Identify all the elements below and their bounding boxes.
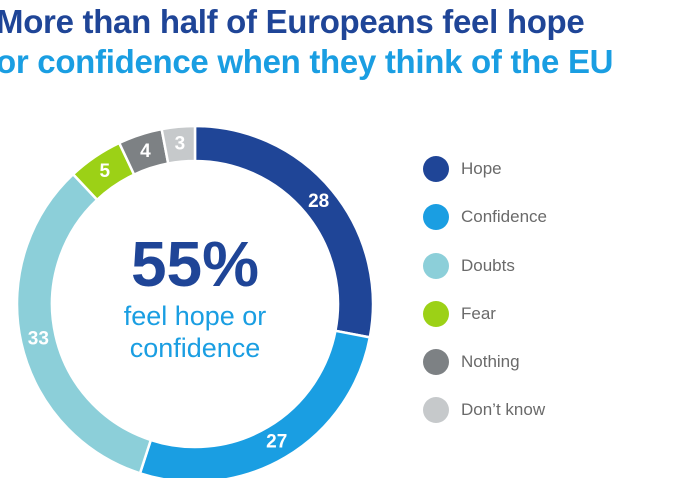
center-subtext-line-2: confidence — [129, 333, 261, 363]
legend-item-hope: Hope — [423, 156, 547, 204]
center-percentage: 55% — [130, 228, 260, 300]
center-subtext-line-1: feel hope or — [123, 301, 267, 331]
legend-swatch-doubts — [423, 252, 449, 279]
legend-item-confidence: Confidence — [423, 204, 547, 252]
legend-item-don-t-know: Don’t know — [423, 397, 547, 445]
legend-label-fear: Fear — [461, 303, 496, 323]
donut-slice-don-t-know — [160, 124, 197, 165]
legend-label-confidence: Confidence — [461, 207, 548, 227]
data-label-confidence: 27 — [266, 432, 287, 453]
data-label-fear: 5 — [99, 161, 110, 182]
legend-label-nothing: Nothing — [461, 352, 520, 372]
chart-title-line-1: More than half of Europeans feel hope — [0, 3, 585, 40]
legend-swatch-nothing — [423, 349, 449, 376]
data-label-don-t-know: 3 — [175, 134, 186, 155]
legend-label-hope: Hope — [461, 159, 502, 178]
chart-legend: Hope Confidence Doubts Fear Nothing Don’t kno… — [423, 156, 547, 446]
legend-item-fear: Fear — [423, 300, 547, 349]
legend-label-doubts: Doubts — [461, 255, 515, 275]
data-label-doubts: 33 — [28, 329, 49, 350]
legend-item-doubts: Doubts — [423, 252, 547, 301]
legend-swatch-hope — [423, 156, 449, 182]
data-label-hope: 28 — [308, 191, 329, 212]
chart-title: More than half of Europeans feel hope or… — [0, 2, 700, 82]
legend-swatch-don-t-know — [423, 397, 449, 424]
legend-label-don-t-know: Don’t know — [461, 400, 546, 420]
legend-swatch-fear — [423, 300, 449, 327]
chart-title-line-2: or confidence when they think of the EU — [0, 43, 614, 80]
center-annotation: 55% feel hope or confidence — [60, 228, 330, 364]
legend-item-nothing: Nothing — [423, 349, 547, 397]
data-label-nothing: 4 — [140, 141, 151, 162]
legend-swatch-confidence — [423, 204, 449, 231]
